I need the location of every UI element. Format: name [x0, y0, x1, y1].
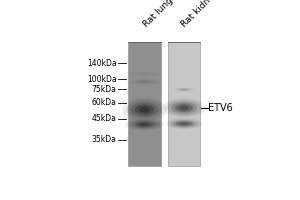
- Ellipse shape: [179, 105, 189, 110]
- Bar: [128, 42, 161, 166]
- Ellipse shape: [135, 104, 154, 115]
- Ellipse shape: [174, 87, 194, 92]
- Ellipse shape: [130, 80, 159, 84]
- Ellipse shape: [179, 122, 188, 125]
- Text: 140kDa: 140kDa: [87, 59, 116, 68]
- Ellipse shape: [140, 123, 149, 126]
- Ellipse shape: [136, 72, 153, 75]
- Ellipse shape: [136, 122, 153, 127]
- Text: 75kDa: 75kDa: [92, 85, 116, 94]
- Ellipse shape: [167, 100, 201, 115]
- Text: 60kDa: 60kDa: [92, 98, 116, 107]
- Ellipse shape: [138, 73, 151, 75]
- Text: 45kDa: 45kDa: [92, 114, 116, 123]
- Ellipse shape: [176, 88, 192, 91]
- Ellipse shape: [179, 89, 188, 90]
- Ellipse shape: [178, 88, 190, 91]
- Ellipse shape: [122, 98, 166, 121]
- Text: 35kDa: 35kDa: [92, 135, 116, 144]
- Ellipse shape: [169, 119, 199, 128]
- Ellipse shape: [125, 118, 164, 130]
- Ellipse shape: [127, 100, 162, 119]
- Ellipse shape: [163, 98, 205, 117]
- Ellipse shape: [133, 80, 156, 84]
- Ellipse shape: [129, 120, 160, 129]
- Ellipse shape: [133, 72, 156, 76]
- Ellipse shape: [136, 81, 152, 83]
- Ellipse shape: [132, 121, 157, 128]
- Ellipse shape: [130, 102, 158, 117]
- Ellipse shape: [139, 107, 150, 113]
- Ellipse shape: [172, 120, 195, 127]
- Ellipse shape: [175, 104, 193, 112]
- Ellipse shape: [126, 79, 163, 85]
- Ellipse shape: [141, 73, 148, 75]
- Text: Rat lung: Rat lung: [142, 0, 175, 29]
- Ellipse shape: [171, 102, 197, 114]
- Ellipse shape: [130, 71, 159, 76]
- Ellipse shape: [182, 89, 187, 90]
- Ellipse shape: [166, 118, 202, 129]
- Text: 100kDa: 100kDa: [87, 75, 116, 84]
- Text: ETV6: ETV6: [208, 103, 233, 113]
- Ellipse shape: [176, 121, 192, 126]
- Ellipse shape: [140, 81, 149, 83]
- Bar: [168, 42, 200, 166]
- Text: Rat kidney: Rat kidney: [180, 0, 220, 29]
